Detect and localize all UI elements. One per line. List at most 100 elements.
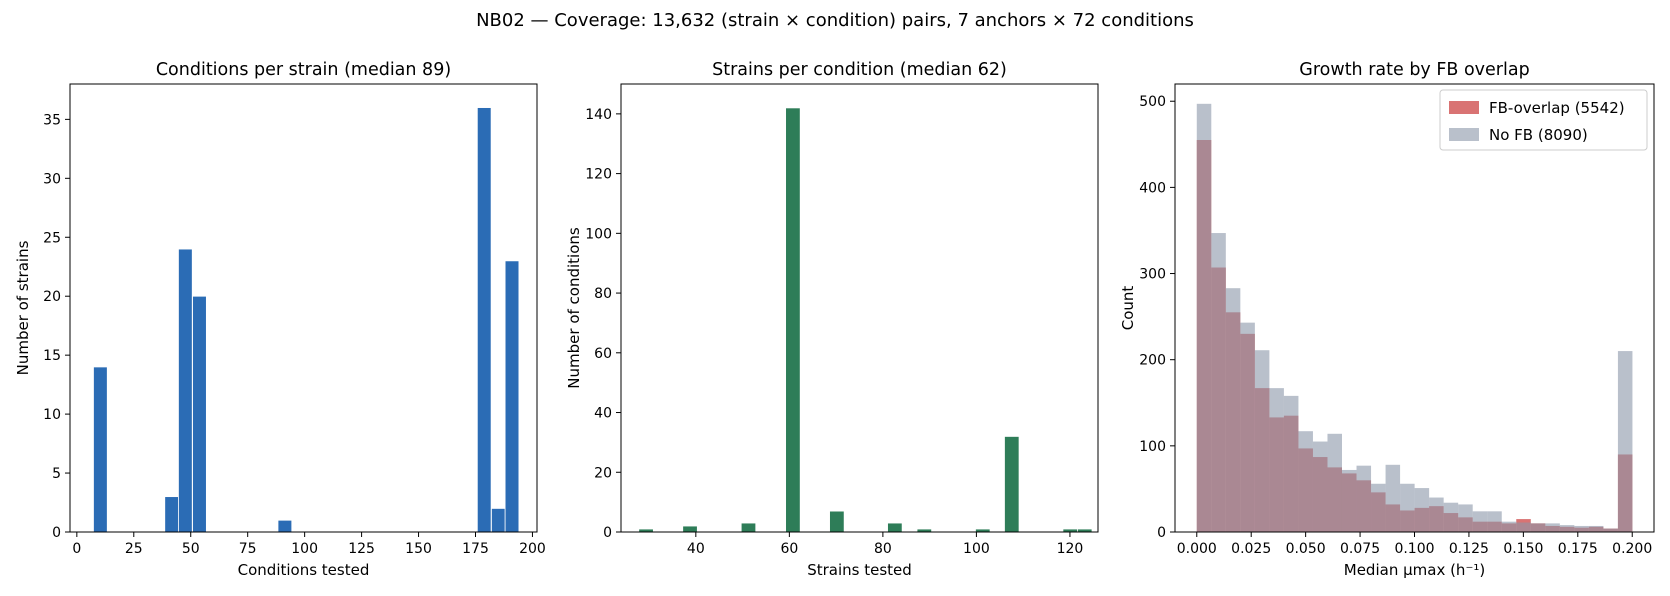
x-tick-label: 0.100 xyxy=(1394,541,1434,557)
histogram-bar xyxy=(1574,525,1589,532)
histogram-bar xyxy=(1559,525,1575,532)
histogram-bar xyxy=(1240,322,1255,532)
y-tick-label: 5 xyxy=(52,466,61,482)
y-tick-label: 400 xyxy=(1139,180,1166,196)
x-tick-label: 0 xyxy=(72,541,81,557)
bar xyxy=(887,522,903,533)
x-axis-label: Median μmax (h⁻¹) xyxy=(1344,561,1485,579)
chart-title: Growth rate by FB overlap xyxy=(1299,60,1529,80)
legend-label: FB-overlap (5542) xyxy=(1489,99,1625,117)
legend-swatch xyxy=(1449,101,1479,114)
chart-title: Conditions per strain (median 89) xyxy=(156,60,451,80)
histogram-bar xyxy=(1356,465,1372,532)
axes-frame xyxy=(69,83,538,533)
x-tick-label: 100 xyxy=(963,541,990,557)
y-tick-label: 0 xyxy=(52,525,61,541)
histogram-bar xyxy=(1211,233,1226,533)
legend-swatch xyxy=(1449,128,1479,141)
series-2 xyxy=(1196,103,1633,533)
bar xyxy=(1004,436,1020,533)
legend-box xyxy=(1439,89,1648,151)
x-tick-label: 120 xyxy=(1057,541,1084,557)
histogram-bar xyxy=(1414,488,1430,532)
bar xyxy=(829,510,845,533)
histogram-bar xyxy=(1196,103,1212,533)
x-tick-label: 25 xyxy=(125,541,143,557)
figure-suptitle: NB02 — Coverage: 13,632 (strain × condit… xyxy=(476,10,1194,31)
y-axis-label: Number of strains xyxy=(14,240,32,375)
x-tick-label: 150 xyxy=(405,541,432,557)
y-tick-label: 20 xyxy=(594,465,612,481)
x-tick-label: 125 xyxy=(348,541,375,557)
histogram-bar xyxy=(1501,521,1517,532)
histogram-bar xyxy=(1298,431,1313,532)
y-tick-label: 300 xyxy=(1139,267,1166,283)
histogram-bar xyxy=(1269,388,1284,532)
y-tick-label: 100 xyxy=(585,226,612,242)
histogram-bar xyxy=(1545,523,1560,532)
bar xyxy=(491,508,506,533)
histogram-bar xyxy=(1588,525,1604,532)
y-tick-label: 120 xyxy=(585,167,612,183)
x-axis-label: Strains tested xyxy=(807,561,912,579)
bar xyxy=(785,107,801,533)
histogram-bar xyxy=(1617,351,1633,532)
y-axis-label: Number of conditions xyxy=(565,227,583,389)
histogram-bar xyxy=(1283,395,1299,532)
x-tick-label: 175 xyxy=(462,541,489,557)
x-tick-label: 0.125 xyxy=(1449,541,1489,557)
histogram-bar xyxy=(1254,350,1270,532)
x-tick-label: 0.050 xyxy=(1286,541,1326,557)
x-axis-label: Conditions tested xyxy=(238,561,370,579)
histogram-bar xyxy=(1385,464,1401,532)
y-tick-label: 25 xyxy=(43,230,61,246)
chart-panel-2: 40 60 80 100 120 0 20 40 60 80 100 120 140 Strains pe… xyxy=(565,60,1099,579)
histogram-bar xyxy=(1603,528,1618,532)
bar xyxy=(740,522,757,533)
x-tick-label: 0.075 xyxy=(1340,541,1380,557)
histogram-bar xyxy=(1312,441,1328,532)
histogram-bar xyxy=(1429,497,1444,532)
x-tick-label: 200 xyxy=(519,541,546,557)
x-tick-label: 50 xyxy=(182,541,200,557)
bar xyxy=(178,248,193,533)
bar xyxy=(682,525,698,533)
histogram-bar xyxy=(1341,469,1357,532)
histogram-bar xyxy=(1400,483,1415,532)
histogram-bar xyxy=(1443,502,1459,532)
bar xyxy=(192,295,207,533)
y-tick-label: 40 xyxy=(594,406,612,422)
y-tick-label: 100 xyxy=(1139,439,1166,455)
chart-panel-3: 0.000 0.025 0.050 0.075 0.100 0.125 0.150 0.175… xyxy=(1119,60,1655,579)
axes-frame xyxy=(620,83,1099,533)
y-tick-label: 140 xyxy=(585,107,612,123)
x-tick-label: 100 xyxy=(291,541,318,557)
y-tick-label: 20 xyxy=(43,289,61,305)
histogram-bar xyxy=(1371,483,1386,532)
histogram-bar xyxy=(1530,523,1546,532)
y-axis-label: Count xyxy=(1119,286,1137,331)
bar xyxy=(476,107,492,533)
y-tick-label: 15 xyxy=(43,348,61,364)
x-tick-label: 0.175 xyxy=(1558,541,1598,557)
bar xyxy=(164,496,179,533)
y-tick-label: 10 xyxy=(43,407,61,423)
legend: FB-overlap (5542) No FB (8090) xyxy=(1439,89,1648,151)
y-tick-label: 60 xyxy=(594,346,612,362)
y-tick-label: 80 xyxy=(594,286,612,302)
y-tick-label: 0 xyxy=(1157,525,1166,541)
x-tick-label: 75 xyxy=(239,541,257,557)
histogram-bar xyxy=(1472,511,1488,532)
histogram-bar xyxy=(1327,433,1342,532)
x-tick-label: 40 xyxy=(687,541,705,557)
x-tick-label: 0.000 xyxy=(1177,541,1217,557)
x-tick-label: 80 xyxy=(874,541,892,557)
histogram-bar xyxy=(1225,288,1241,532)
histogram-bar xyxy=(1458,504,1473,532)
y-tick-label: 200 xyxy=(1139,353,1166,369)
bar xyxy=(93,366,108,533)
x-tick-label: 0.200 xyxy=(1612,541,1652,557)
x-tick-label: 0.150 xyxy=(1503,541,1543,557)
histogram-bar xyxy=(1487,511,1502,532)
